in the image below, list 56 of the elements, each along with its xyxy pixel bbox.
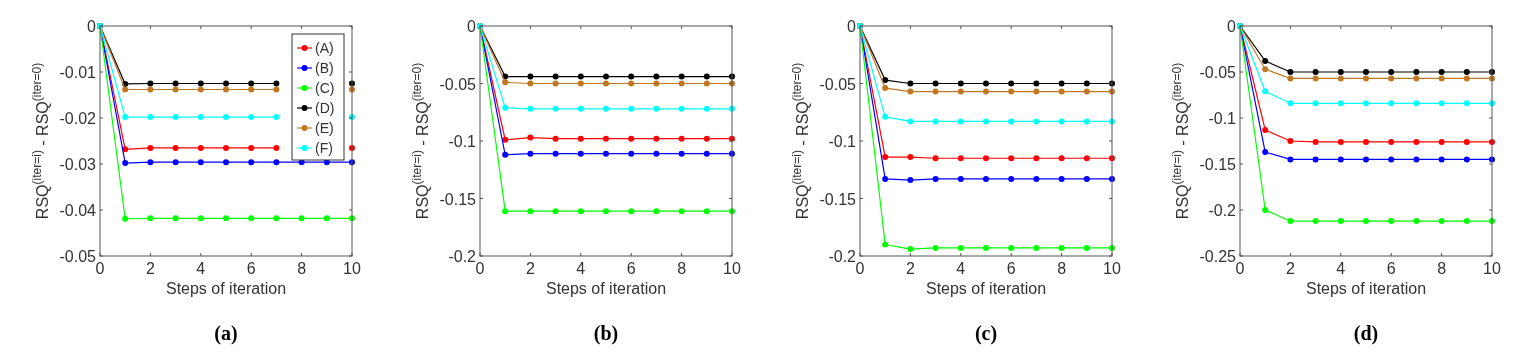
y-tick-label: -0.05 <box>819 75 857 93</box>
y-tick-label: -0.1 <box>448 133 477 150</box>
x-tick-label: 10 <box>723 260 741 277</box>
y-tick-label: -0.03 <box>59 156 97 173</box>
y-tick-label: -0.2 <box>448 248 477 265</box>
x-axis-title: Steps of iteration <box>1305 280 1427 297</box>
y-tick-label: -0.2 <box>1208 202 1237 219</box>
legend-label: (D) <box>315 100 335 116</box>
x-tick-label: 8 <box>1437 260 1447 277</box>
text: (b) <box>593 322 619 345</box>
x-tick-label: 4 <box>1336 260 1346 277</box>
y-tick-label: -0.1 <box>828 133 857 150</box>
x-tick-label: 6 <box>1386 260 1396 277</box>
y-tick-label: -0.25 <box>1199 248 1237 265</box>
legend-label: (C) <box>315 80 335 96</box>
x-tick-label: 2 <box>525 260 535 277</box>
x-axis-title: Steps of iteration <box>545 280 667 297</box>
legend-label: (E) <box>315 120 334 136</box>
x-tick-label: 6 <box>626 260 636 277</box>
y-tick-label: -0.15 <box>819 190 857 208</box>
x-tick-label: 2 <box>145 260 155 277</box>
x-tick-label: 10 <box>1103 260 1121 277</box>
x-axis-title: Steps of iteration <box>925 280 1047 297</box>
y-tick-label: -0.15 <box>1199 156 1237 173</box>
text: (a) <box>214 322 238 345</box>
x-tick-label: 6 <box>1006 260 1016 277</box>
x-tick-label: 10 <box>1483 260 1501 277</box>
y-tick-label: 0 <box>1227 18 1237 35</box>
x-axis-title: Steps of iteration <box>165 280 287 297</box>
x-tick-label: 6 <box>246 260 256 277</box>
y-tick-label: -0.05 <box>1199 64 1237 81</box>
y-tick-label: 0 <box>467 18 477 35</box>
y-tick-label: -0.05 <box>59 248 97 265</box>
x-tick-label: 2 <box>1285 260 1295 277</box>
y-tick-label: -0.01 <box>59 64 97 81</box>
y-tick-label: -0.04 <box>59 202 97 219</box>
x-tick-label: 8 <box>297 260 307 277</box>
legend-label: (A) <box>315 40 334 56</box>
x-tick-label: 4 <box>956 260 966 277</box>
x-tick-label: 2 <box>905 260 915 277</box>
y-tick-label: -0.1 <box>1208 110 1237 127</box>
y-tick-label: -0.02 <box>59 110 97 127</box>
y-tick-label: 0 <box>87 18 97 35</box>
x-tick-label: 4 <box>196 260 206 277</box>
y-tick-label: 0 <box>847 18 857 35</box>
text: (d) <box>1353 322 1379 345</box>
x-tick-label: 10 <box>343 260 361 277</box>
legend-label: (B) <box>315 60 334 76</box>
text: (c) <box>974 322 998 345</box>
x-tick-label: 4 <box>576 260 586 277</box>
x-tick-label: 8 <box>677 260 687 277</box>
y-tick-label: -0.2 <box>828 248 857 265</box>
x-tick-label: 8 <box>1057 260 1067 277</box>
legend-label: (F) <box>315 140 333 156</box>
y-tick-label: -0.15 <box>439 190 477 208</box>
y-tick-label: -0.05 <box>439 75 477 93</box>
